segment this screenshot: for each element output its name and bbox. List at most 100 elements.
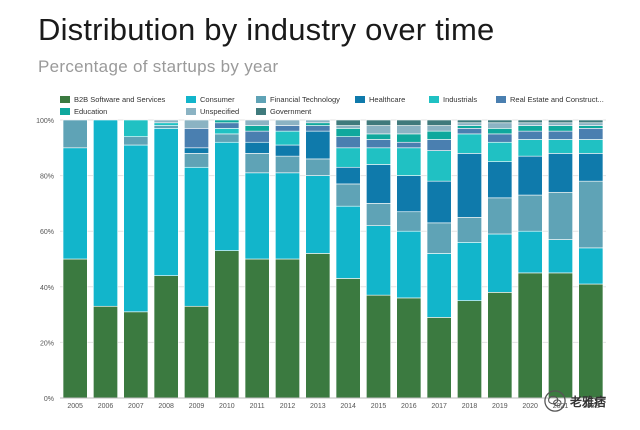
watermark-text: 老雅痞 [570, 394, 607, 409]
bar-segment [335, 125, 361, 129]
x-tick-label: 2020 [522, 403, 538, 410]
bar-segment [548, 139, 573, 154]
x-tick-label: 2019 [492, 403, 508, 410]
x-tick-label: 2009 [189, 403, 205, 410]
legend-label: Healthcare [369, 95, 405, 104]
bar-segment [214, 119, 240, 124]
bar-segment [335, 183, 361, 207]
legend-swatch [256, 96, 266, 103]
y-tick-label: 100% [36, 118, 54, 125]
bar-segment [578, 119, 604, 124]
bar-segment [335, 166, 361, 185]
x-tick-label: 2008 [158, 403, 174, 410]
bar-segment [335, 119, 361, 126]
x-tick-label: 2012 [280, 403, 296, 410]
bar-segment [244, 153, 270, 174]
legend-label: Education [74, 107, 107, 116]
bar-segment [517, 122, 543, 126]
bar-segment [214, 250, 240, 399]
bar-segment [457, 153, 482, 218]
x-tick-label: 2022 [583, 403, 599, 410]
bar-segment [275, 119, 300, 126]
bar-segment [153, 128, 179, 276]
bar-segment [517, 155, 543, 196]
bar-segment [487, 119, 513, 124]
bar-segment [305, 253, 331, 399]
legend-swatch [60, 96, 70, 103]
bar-segment [487, 128, 513, 135]
bar-segment [62, 119, 88, 149]
bar-segment [184, 166, 209, 307]
legend-label: Financial Technology [270, 95, 340, 104]
x-tick-label: 2005 [67, 403, 83, 410]
legend-swatch [256, 108, 266, 115]
bar-segment [366, 139, 391, 149]
chart-title: Distribution by industry over time [38, 12, 495, 47]
legend-swatch [429, 96, 439, 103]
y-tick-label: 0% [44, 396, 54, 403]
bar-segment [426, 119, 452, 126]
bar-segment [275, 125, 300, 132]
bar-segment [426, 317, 452, 399]
legend-label: Real Estate and Construct... [510, 95, 604, 104]
bar-segment [487, 233, 513, 293]
x-tick-label: 2011 [250, 403, 265, 410]
bar-segment [457, 242, 482, 302]
bar-segment [457, 133, 482, 154]
bar-segment [123, 136, 149, 146]
bar-segment [457, 122, 482, 126]
bar-segment [305, 122, 331, 126]
bar-segment [366, 203, 391, 226]
bar-segment [548, 130, 573, 140]
bar-segment [426, 139, 452, 151]
bar-segment [396, 230, 422, 299]
chart-subtitle: Percentage of startups by year [38, 57, 279, 76]
bar-segment [93, 305, 118, 399]
bar-segment [548, 272, 573, 399]
bar-segment [426, 253, 452, 318]
bar-segment [366, 125, 391, 135]
bar-segment [366, 164, 391, 204]
bar-segment [366, 294, 391, 399]
legend-swatch [355, 96, 365, 103]
y-tick-label: 80% [40, 174, 54, 181]
bar-segment [184, 147, 209, 154]
bar-segment [426, 150, 452, 182]
bar-segment [517, 130, 543, 140]
bar-segment [275, 155, 300, 174]
bar-segment [487, 292, 513, 399]
bar-segment [426, 222, 452, 254]
bar-segment [396, 211, 422, 232]
bar-segment [487, 161, 513, 199]
bar-segment [244, 130, 270, 143]
bar-segment [335, 128, 361, 137]
bar-segment [184, 119, 209, 129]
bar-segment [335, 136, 361, 149]
x-tick-label: 2007 [128, 403, 144, 410]
x-tick-label: 2010 [219, 403, 235, 410]
bar-segment [123, 119, 149, 137]
bar-segment [396, 119, 422, 126]
bar-segment [184, 305, 209, 399]
bar-segment [487, 133, 513, 143]
bar-segment [123, 144, 149, 313]
bar-segment [457, 128, 482, 135]
bar-segment [548, 125, 573, 132]
bar-segment [578, 180, 604, 249]
bar-segment [153, 275, 179, 399]
bar-segment [184, 153, 209, 168]
x-tick-label: 2014 [340, 403, 356, 410]
bar-segment [578, 139, 604, 154]
bar-segment [275, 144, 300, 157]
legend-swatch [186, 108, 196, 115]
bar-segment [426, 180, 452, 224]
legend-label: Industrials [443, 95, 477, 104]
bar-segment [244, 141, 270, 154]
bar-segment [548, 122, 573, 126]
wechat-logo-icon [544, 390, 566, 412]
legend-label: Unspecified [200, 107, 239, 116]
bar-segment [578, 247, 604, 285]
legend-swatch [496, 96, 506, 103]
bar-segment [184, 128, 209, 149]
bar-segment [305, 125, 331, 132]
